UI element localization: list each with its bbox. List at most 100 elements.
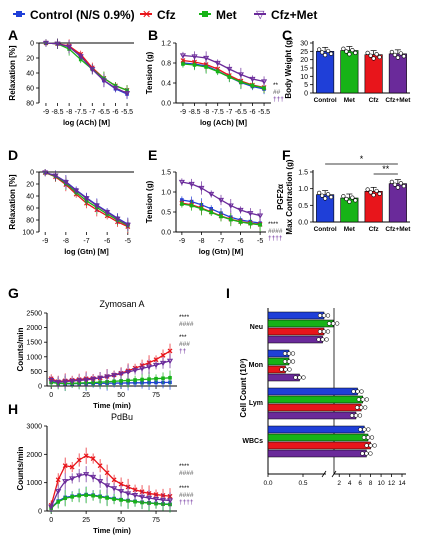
point-g-cfzmet-12 (131, 368, 139, 374)
bar-dot-i-neu-met-0 (327, 321, 332, 326)
bar-dot-i-neu-control-2 (325, 313, 331, 318)
point-h-cfz-2 (62, 463, 68, 469)
bar-dot-i-lym-cfzmet-1 (353, 413, 359, 418)
point-h-cfzmet-4 (76, 473, 83, 479)
y-tick-label-e-2: 1.0 (161, 190, 171, 197)
point-e-cfzmet-7 (247, 211, 254, 217)
point-h-cfz-4 (76, 457, 82, 463)
point-b-cfzmet-4 (226, 66, 233, 73)
panel-letter-b: B (148, 27, 158, 43)
point-g-cfzmet-0 (48, 378, 55, 384)
legend: Control (N/S 0.9%) ✕ Cfz Met ▽ Cfz+Met (13, 8, 317, 22)
x-tick-label-h-0: 0 (49, 517, 53, 524)
point-h-met-10 (119, 498, 123, 502)
point-b-cfzmet-1 (191, 54, 198, 60)
point-b-met-6 (250, 83, 255, 88)
bar-dot-i-mon-cfz-2 (287, 367, 292, 372)
x-tick-label-a-2: -8 (66, 109, 72, 116)
y-tick-label-g-5: 2500 (26, 311, 42, 318)
point-h-cfz-9 (111, 477, 117, 483)
panel-letter-c: C (282, 27, 292, 43)
panel-letter-f: F (282, 147, 291, 163)
point-g-cfzmet-16 (159, 360, 167, 367)
y-tick-label-h-0: 0 (38, 509, 42, 516)
legend-marker-cfzmet: ▽ (256, 9, 265, 21)
y-tick-label-i-1: Mon (249, 362, 263, 369)
point-e-met-5 (228, 217, 233, 222)
point-h-cfz-7 (97, 463, 103, 469)
y-tick-label-h-1: 1000 (26, 480, 42, 487)
x-tick-label-f-2: Cfz (369, 226, 380, 233)
bar-dot-f-met-4 (353, 198, 358, 203)
x-tick-label-b-2: -8 (203, 109, 209, 116)
point-h-cfzmet-11 (125, 491, 132, 497)
y-tick-label-c-4: 20 (300, 57, 308, 64)
y-tick-label-b-2: 0.8 (161, 61, 171, 68)
x-axis-label-d: log (Gtn) [M] (64, 247, 109, 256)
point-h-cfzmet-17 (166, 498, 174, 504)
point-d-cfzmet-1 (52, 173, 59, 179)
x-tick-label-c-0: Control (314, 97, 337, 104)
point-e-met-0 (180, 202, 184, 206)
x-tick-label-g-0: 0 (49, 392, 53, 399)
bar-dot-i-neu-met-2 (335, 321, 340, 326)
point-b-cfzmet-5 (237, 72, 244, 78)
sig-label-f-1: * (360, 154, 364, 164)
bar-dot-i-lym-cfz-1 (359, 405, 364, 410)
point-g-met-14 (147, 377, 151, 381)
x-axis-label-g: Time (min) (93, 401, 131, 410)
y-tick-label-c-6: 30 (300, 41, 308, 48)
x-tick-label-f-1: Met (344, 226, 356, 233)
point-e-met-3 (209, 210, 214, 215)
bar-dot-f-cfz-0 (365, 187, 370, 192)
y-tick-label-c-2: 10 (300, 74, 308, 81)
y-tick-label-i-2: Lym (249, 400, 263, 407)
axis-break-i-2 (331, 470, 337, 478)
point-g-met-10 (119, 379, 123, 383)
point-g-cfzmet-5 (83, 377, 90, 384)
bar-dot-i-neu-cfz-0 (317, 329, 323, 334)
x-tick-label-a-3: -7.5 (75, 109, 87, 116)
x-tick-label-h-1: 25 (82, 517, 90, 524)
bar-i-neu-control (267, 311, 325, 320)
bar-dot-i-lym-cfz-2 (363, 405, 368, 410)
point-e-cfzmet-0 (178, 179, 185, 186)
y-tick-label-d-1: 20 (26, 182, 34, 189)
point-h-cfzmet-16 (159, 497, 167, 504)
series-line-h-control (50, 493, 171, 509)
x-tick-label-f-3: Cfz+Met (385, 226, 411, 233)
bar-dot-i-wbcs-met-2 (369, 435, 375, 440)
bar-c-control (316, 51, 335, 94)
sig-label-g2-2: †† (179, 348, 187, 355)
y-tick-label-f-0: 0.0 (298, 220, 308, 227)
point-g-cfzmet-3 (69, 378, 76, 385)
point-e-cfzmet-8 (257, 213, 264, 219)
panel-letter-h: H (8, 401, 18, 417)
bar-dot-i-lym-cfzmet-2 (357, 413, 363, 418)
point-g-cfzmet-2 (62, 379, 69, 385)
bar-dot-c-met-3 (350, 47, 355, 53)
point-e-met-7 (248, 221, 253, 226)
sig-label-b-1: ## (273, 89, 281, 96)
point-d-cfzmet-2 (62, 180, 69, 186)
bar-dot-i-lym-cfzmet-0 (349, 413, 355, 418)
point-g-cfz-17 (167, 348, 173, 354)
point-h-cfz-6 (90, 456, 96, 462)
sig-label-e-0: **** (268, 221, 279, 228)
y-tick-label-d-0: 0 (30, 170, 34, 177)
y-tick-label-c-3: 15 (300, 66, 308, 73)
point-g-cfz-15 (153, 357, 159, 363)
sig-label-h2-2: †††† (179, 499, 194, 506)
point-b-met-3 (215, 69, 220, 74)
y-tick-label-e-0: 0.0 (161, 230, 171, 237)
point-h-met-3 (70, 495, 74, 499)
point-h-met-1 (56, 500, 60, 504)
x-tick-label-a-4: -7 (89, 109, 95, 116)
bar-dot-c-cfz-4 (377, 54, 382, 60)
bar-i-wbcs-met (267, 433, 369, 442)
bar-i-neu-met (267, 319, 334, 328)
y-tick-label-f-1: 0.5 (298, 203, 308, 210)
point-h-cfzmet-6 (90, 474, 97, 481)
bar-dot-c-cfzmet-3 (398, 51, 403, 56)
bar-dot-f-cfzmet-1 (392, 182, 397, 187)
